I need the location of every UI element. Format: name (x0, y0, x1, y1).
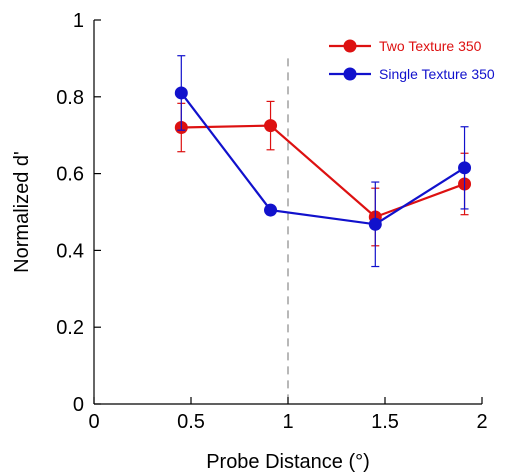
y-tick-label: 0.4 (56, 240, 84, 262)
series-line (180, 92, 466, 226)
y-tick-label: 1 (73, 10, 84, 32)
x-axis-title: Probe Distance (°) (206, 451, 370, 473)
legend-label: Single Texture 350 (379, 66, 495, 82)
data-point (264, 203, 278, 217)
series-2 (174, 55, 472, 268)
legend-label: Two Texture 350 (379, 38, 482, 54)
legend-marker (343, 67, 357, 81)
legend-marker (343, 39, 357, 53)
x-tick-label: 0.5 (177, 411, 205, 433)
data-point (174, 86, 188, 100)
x-tick-label: 2 (476, 411, 487, 433)
data-point (368, 217, 382, 231)
y-tick-label: 0.6 (56, 164, 84, 186)
y-tick-label: 0.8 (56, 87, 84, 109)
y-axis-title: Normalized d' (11, 151, 33, 273)
series-1 (174, 100, 472, 247)
x-tick-label: 1 (282, 411, 293, 433)
x-tick-label: 0 (88, 411, 99, 433)
data-point (458, 161, 472, 175)
legend-item-2: Single Texture 350 (329, 66, 495, 82)
y-tick-label: 0.2 (56, 317, 84, 339)
y-tick-label: 0 (73, 394, 84, 416)
x-tick-label: 1.5 (371, 411, 399, 433)
series-line (181, 124, 465, 219)
legend: Two Texture 350 Single Texture 350 (329, 38, 495, 82)
legend-item-1: Two Texture 350 (329, 38, 482, 54)
data-point (264, 119, 278, 133)
